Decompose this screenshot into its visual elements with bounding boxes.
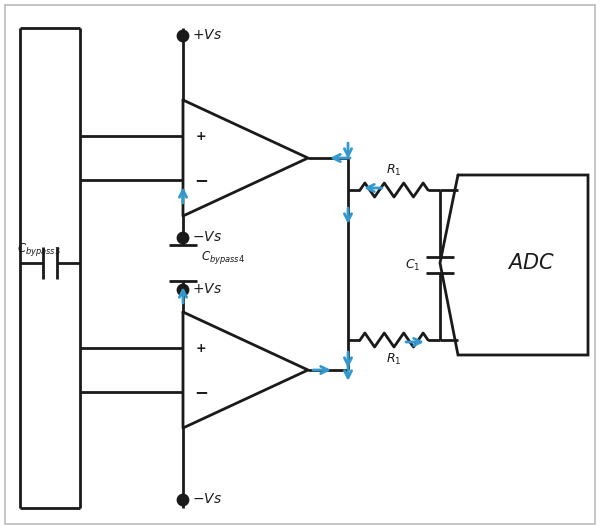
Text: −: − xyxy=(194,171,208,189)
Circle shape xyxy=(178,233,188,243)
Text: $\it{ADC}$: $\it{ADC}$ xyxy=(507,253,555,273)
Text: −: − xyxy=(194,383,208,401)
Text: +: + xyxy=(196,342,206,354)
Text: +$\it{Vs}$: +$\it{Vs}$ xyxy=(192,28,222,42)
Text: $-\it{Vs}$: $-\it{Vs}$ xyxy=(192,492,222,506)
Text: +: + xyxy=(196,130,206,142)
Circle shape xyxy=(178,31,188,41)
Circle shape xyxy=(178,285,188,295)
Text: $\it{C}$$_{bypass4}$: $\it{C}$$_{bypass4}$ xyxy=(201,250,245,267)
Text: $-\it{Vs}$: $-\it{Vs}$ xyxy=(192,230,222,244)
Text: $\it{R}_1$: $\it{R}_1$ xyxy=(386,163,402,178)
Text: $\it{C}_1$: $\it{C}_1$ xyxy=(404,258,420,272)
Text: $\it{C}$$_{bypass3}$: $\it{C}$$_{bypass3}$ xyxy=(17,241,61,258)
Circle shape xyxy=(178,495,188,505)
Text: +$\it{Vs}$: +$\it{Vs}$ xyxy=(192,282,222,296)
Text: $\it{R}_1$: $\it{R}_1$ xyxy=(386,352,402,367)
